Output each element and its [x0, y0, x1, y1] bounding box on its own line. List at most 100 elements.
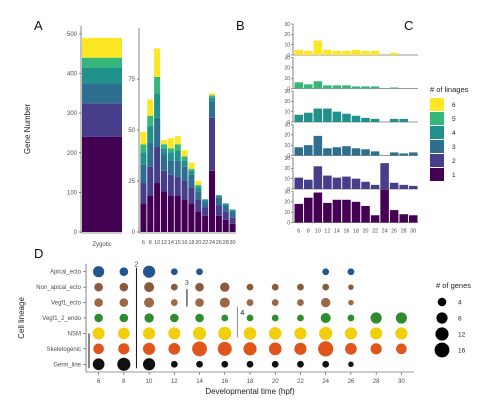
panel-c-bar	[399, 153, 408, 156]
panel-b-bar-segment	[208, 97, 216, 102]
panel-d-row-label: Germ_line	[53, 362, 81, 368]
panel-d-row-label: Non_apical_ecto	[36, 285, 81, 291]
panel-c-bar	[361, 86, 370, 89]
panel-d-point	[196, 268, 203, 276]
lineage-legend-label-6: 6	[452, 102, 456, 109]
panel-d-chart: Apical_ecto Non_apical_ecto Vegf1_ecto Vegf…	[17, 262, 414, 396]
panel-c-bar	[399, 214, 408, 223]
panel-c-bar	[332, 199, 342, 223]
panel-b-bar-segment	[167, 160, 174, 175]
panel-c-y-tick-label: 0	[287, 187, 290, 193]
panel-b-bar-segment	[222, 211, 229, 220]
panel-d-point	[94, 298, 103, 307]
panel-b-bar-segment	[174, 150, 181, 161]
panel-c-y-tick-label: 30	[284, 55, 290, 61]
gene-legend-circle-12	[435, 327, 449, 341]
panel-c-bar	[304, 84, 313, 89]
panel-c-x-tick-label: 14	[334, 229, 340, 235]
panel-c-y-tick-label: 30	[284, 156, 290, 162]
panel-d-x-tick-label: 8	[122, 379, 126, 385]
panel-d-point	[168, 343, 181, 355]
panel-d-point	[321, 297, 331, 308]
panel-b-bar-segment	[195, 191, 202, 200]
panel-c-bar	[294, 147, 304, 156]
panel-d-x-tick-label: 20	[272, 379, 279, 385]
panel-d-point	[170, 360, 178, 368]
panel-b-bar-segment	[181, 156, 188, 161]
panel-c-y-tick-label: 20	[284, 66, 290, 72]
panel-d-point	[243, 342, 257, 356]
panel-c-y-tick-label: 10	[284, 143, 290, 149]
panel-d-point	[370, 343, 382, 355]
panel-c-y-tick-label: 0	[287, 220, 290, 226]
panel-c-y-tick-label: 10	[284, 210, 290, 216]
panel-d-point	[168, 327, 181, 340]
panel-c-y-tick-label: 10	[284, 109, 290, 115]
gene-count-legend: # of genes 4 8 12 16	[434, 281, 471, 358]
panel-d-point	[395, 327, 408, 340]
panel-d-point	[246, 360, 254, 368]
panel-c-bar	[361, 50, 370, 55]
panel-d-point	[221, 360, 229, 368]
panel-c-bar	[332, 147, 342, 156]
panel-c-bar	[361, 149, 370, 156]
panel-d-point	[221, 314, 229, 322]
panel-b-bar-segment	[181, 181, 188, 200]
panel-d-point	[297, 360, 304, 368]
panel-b-bar-segment	[202, 207, 209, 216]
panel-b-bar-segment	[202, 215, 209, 232]
panel-d-point	[370, 312, 382, 324]
panel-b-bar-segment	[147, 115, 154, 126]
panel-b-bar-segment	[160, 191, 168, 232]
panel-b-bar-segment	[222, 203, 229, 206]
panel-b-bar-segment	[195, 187, 202, 192]
lineage-legend-swatch-4	[430, 126, 444, 139]
panel-d-point	[271, 299, 279, 306]
lineage-legend: # of linages 6 5 4 3 2 1	[430, 85, 469, 181]
panel-d-point	[144, 313, 154, 323]
panel-b-bar-segment	[195, 211, 202, 232]
panel-d-row-label: Apical_ecto	[50, 270, 82, 276]
panel-d-point	[319, 326, 333, 340]
panel-b-bar-segment	[160, 154, 168, 171]
panel-d-x-tick-label: 30	[398, 379, 405, 385]
panel-a-y-tick-label: 0	[74, 230, 78, 236]
panel-b-bar-segment	[140, 203, 147, 232]
panel-c-bar	[332, 111, 342, 122]
lineage-legend-label-2: 2	[452, 158, 456, 165]
panel-c-bar	[323, 108, 332, 122]
panel-b-bar-segment	[147, 142, 154, 167]
panel-a-y-tick-label: 200	[67, 151, 78, 157]
panel-d-x-tick-label: 6	[97, 379, 101, 385]
panel-d-point	[271, 314, 279, 322]
panel-b-bar-segment	[147, 125, 154, 143]
lineage-legend-swatch-5	[430, 112, 444, 125]
panel-c-bar	[342, 50, 351, 55]
panel-c-bar	[351, 201, 361, 223]
panel-b-bar-segment	[154, 93, 161, 118]
gene-legend-label-16: 16	[458, 348, 466, 355]
panel-c-y-tick-label: 0	[287, 53, 290, 59]
panel-b-bar-segment	[215, 197, 222, 206]
panel-c-y-tick-label: 30	[284, 22, 290, 28]
panel-b-bar-segment	[154, 117, 161, 147]
panel-d-point	[118, 343, 130, 355]
panel-c-bar	[313, 166, 323, 189]
lineage-legend-swatch-1	[430, 168, 444, 181]
panel-c-y-tick-label: 30	[284, 189, 290, 195]
panel-b-bar-segment	[174, 176, 181, 196]
panel-c-bar	[399, 184, 408, 189]
panel-c-bar	[342, 176, 351, 189]
panel-d-point	[192, 326, 207, 340]
panel-b-x-tick-label: 16	[182, 240, 188, 246]
panel-b-bar-segment	[202, 199, 209, 202]
panel-b-bar-segment	[174, 195, 181, 232]
panel-c-bar	[304, 197, 313, 223]
panel-d-point	[370, 327, 383, 340]
panel-d-point	[294, 342, 307, 355]
panel-d-x-tick-label: 24	[322, 379, 329, 385]
panel-b-bar-segment	[174, 160, 181, 177]
panel-c-y-tick-label: 10	[284, 176, 290, 182]
panel-b-bar-segment	[222, 205, 229, 212]
